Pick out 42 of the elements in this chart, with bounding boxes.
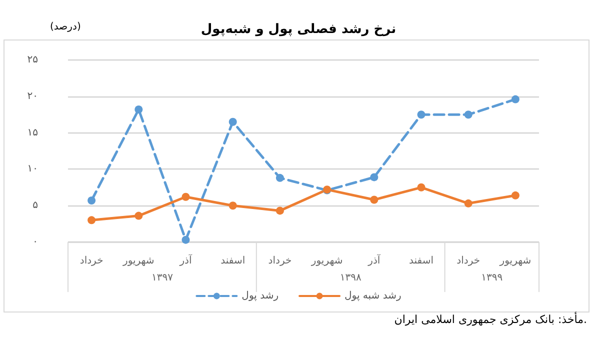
point — [370, 173, 378, 182]
x-tick-label: خرداد — [456, 256, 480, 266]
point — [276, 174, 284, 182]
legend-label: رشد شبه پول — [344, 290, 402, 302]
point — [88, 196, 96, 204]
text: ۱۳۹۹ — [481, 272, 503, 284]
point — [417, 110, 426, 119]
point — [182, 236, 190, 244]
x-tick-label: خرداد — [268, 256, 292, 266]
point — [276, 206, 284, 215]
x-tick-label: آذر — [367, 254, 382, 266]
point — [464, 110, 472, 119]
y-tick-label: ۰ — [32, 236, 38, 248]
point — [370, 196, 378, 204]
chart-title: نرخ رشد فصلی پول و شبه‌پول — [200, 22, 396, 37]
point — [134, 106, 143, 114]
x-tick-label: اسفند — [409, 256, 434, 266]
point — [417, 183, 426, 192]
point — [511, 95, 520, 104]
text: ۱۳۹۸ — [340, 272, 362, 284]
point — [228, 118, 237, 126]
legend-label: رشد پول — [242, 290, 279, 302]
y-tick-label: ۲۰ — [27, 90, 38, 102]
x-tick-label: اسفند — [220, 256, 246, 266]
text: مأخذ: بانک مرکزی جمهوری اسلامی ایران. — [394, 311, 588, 326]
x-tick-label: شهریور — [498, 256, 532, 266]
x-tick-label: خرداد — [80, 256, 104, 266]
y-axis-title: (درصد) — [50, 22, 81, 32]
x-tick-label: آذر — [178, 254, 193, 266]
point — [182, 192, 190, 201]
x-tick-label: شهریور — [122, 256, 154, 266]
y-tick-label: ۱۵ — [27, 127, 38, 138]
x-tick-label: شهریور — [310, 256, 343, 266]
y-tick-label: ۲۵ — [27, 54, 38, 66]
y-tick-label: ۵ — [32, 200, 38, 212]
point — [134, 212, 143, 220]
point — [464, 199, 472, 208]
point — [88, 216, 96, 224]
y-tick-label: ۱۰ — [27, 164, 38, 175]
point — [228, 202, 237, 210]
point — [511, 191, 520, 200]
text: ۱۳۹۷ — [151, 272, 174, 284]
